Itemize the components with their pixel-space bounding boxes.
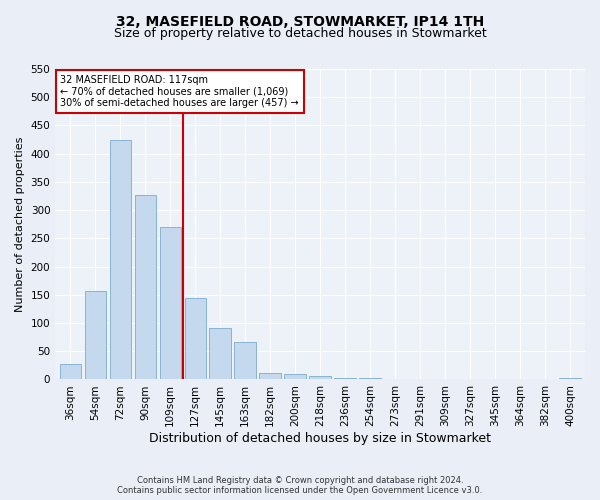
Bar — [209, 328, 231, 380]
Bar — [110, 140, 131, 380]
Bar — [235, 342, 256, 380]
Bar — [559, 378, 581, 380]
X-axis label: Distribution of detached houses by size in Stowmarket: Distribution of detached houses by size … — [149, 432, 491, 445]
Bar — [409, 379, 431, 380]
Bar — [85, 291, 106, 380]
Bar — [59, 364, 81, 380]
Text: Contains HM Land Registry data © Crown copyright and database right 2024.
Contai: Contains HM Land Registry data © Crown c… — [118, 476, 482, 495]
Bar — [385, 379, 406, 380]
Bar — [134, 195, 156, 380]
Bar — [359, 378, 380, 380]
Bar — [259, 372, 281, 380]
Bar — [284, 374, 306, 380]
Bar — [160, 227, 181, 380]
Bar — [334, 378, 356, 380]
Text: 32, MASEFIELD ROAD, STOWMARKET, IP14 1TH: 32, MASEFIELD ROAD, STOWMARKET, IP14 1TH — [116, 15, 484, 29]
Text: 32 MASEFIELD ROAD: 117sqm
← 70% of detached houses are smaller (1,069)
30% of se: 32 MASEFIELD ROAD: 117sqm ← 70% of detac… — [61, 75, 299, 108]
Bar — [185, 298, 206, 380]
Y-axis label: Number of detached properties: Number of detached properties — [15, 136, 25, 312]
Bar — [310, 376, 331, 380]
Text: Size of property relative to detached houses in Stowmarket: Size of property relative to detached ho… — [113, 28, 487, 40]
